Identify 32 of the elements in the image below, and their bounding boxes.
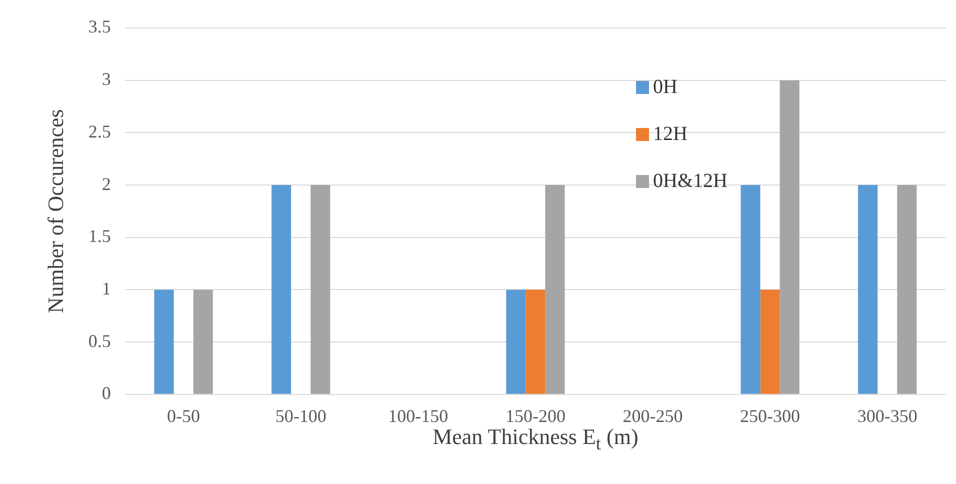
x-tick-label: 250-300: [740, 406, 800, 426]
bar: [780, 80, 800, 394]
x-tick-label: 50-100: [275, 406, 326, 426]
x-tick-label: 200-250: [622, 406, 683, 426]
legend-label: 0H: [653, 76, 678, 99]
x-axis-title: Mean Thickness E$_{t}$ (m): [432, 424, 638, 454]
bar: [310, 185, 330, 394]
y-axis-title: Number of Occurences: [42, 109, 68, 314]
y-tick-label: 0.5: [88, 330, 111, 351]
bar: [193, 290, 213, 394]
bar: [154, 290, 174, 394]
bar: [858, 185, 878, 394]
bar: [272, 185, 292, 394]
bar: [545, 185, 565, 394]
bar: [897, 185, 917, 394]
legend-label: 12H: [653, 123, 688, 146]
y-tick-label: 2.5: [88, 121, 111, 142]
x-tick-label: 100-150: [388, 406, 448, 426]
y-tick-label: 0: [102, 383, 111, 404]
y-tick-label: 1.5: [88, 226, 111, 246]
bar: [506, 290, 526, 394]
bar: [760, 290, 780, 394]
legend-label: 0H&12H: [653, 170, 728, 193]
bar: [526, 290, 546, 394]
y-tick-label: 3.5: [88, 16, 111, 37]
x-tick-label: 0-50: [167, 406, 200, 426]
x-tick-label: 150-200: [505, 406, 566, 426]
y-tick-label: 2: [102, 174, 111, 194]
x-tick-label: 300-350: [857, 406, 918, 426]
y-tick-label: 1: [102, 278, 111, 298]
y-tick-label: 3: [102, 69, 111, 90]
bar: [740, 185, 760, 394]
